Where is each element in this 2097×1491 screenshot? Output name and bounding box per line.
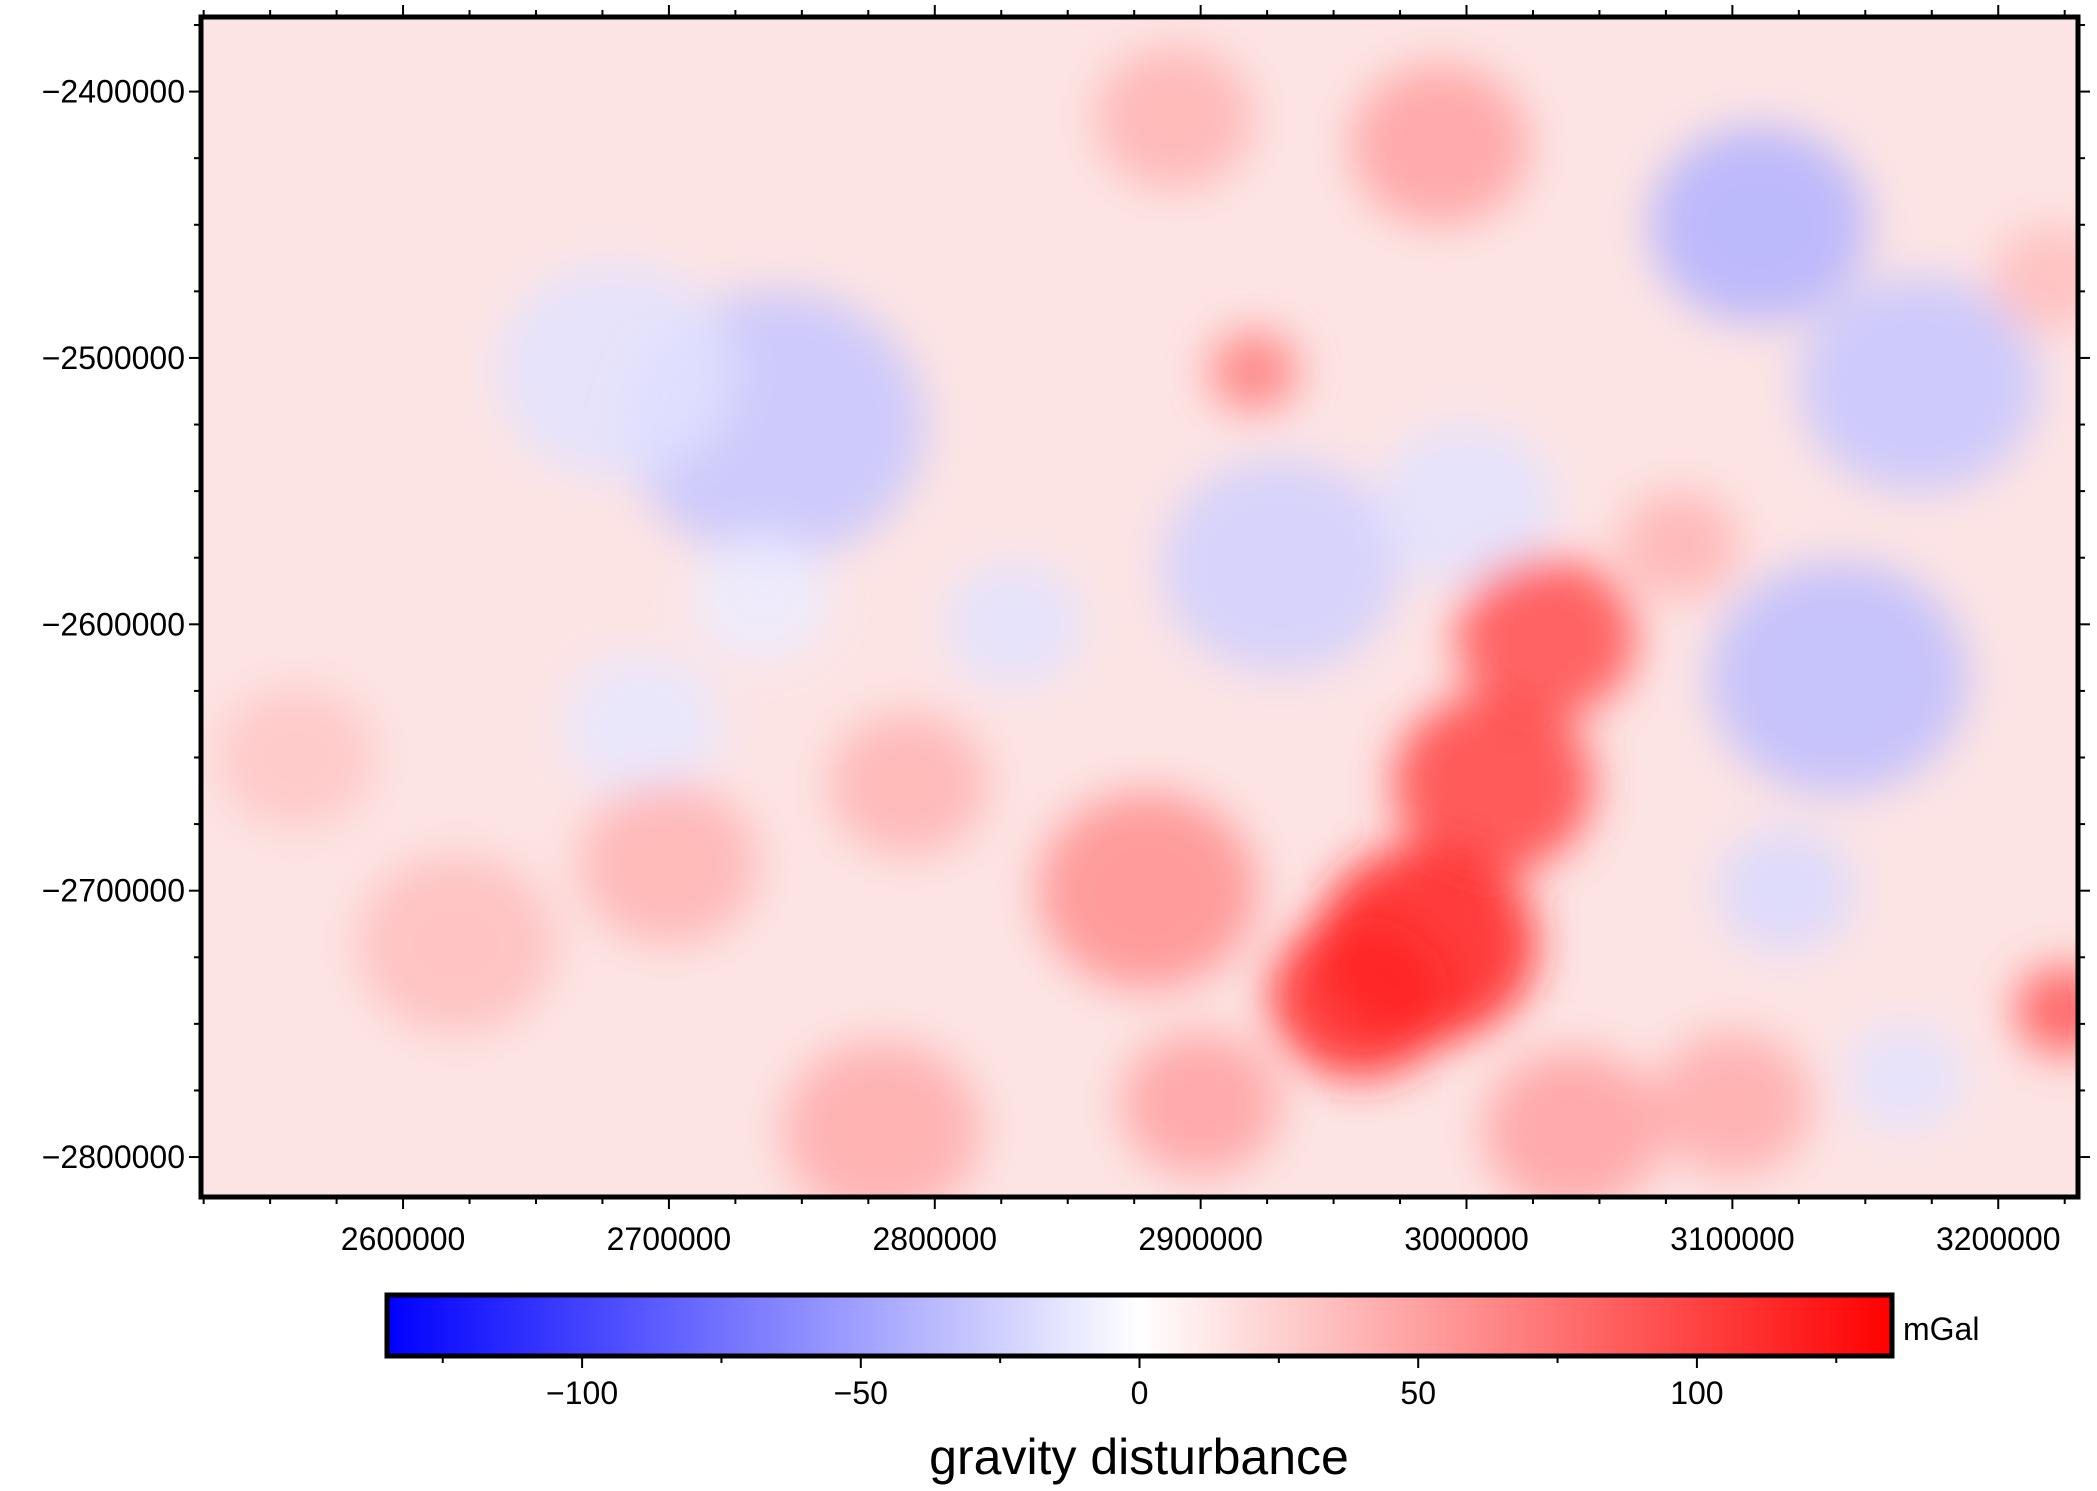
field-anomaly bbox=[1160, 457, 1401, 674]
field-anomaly bbox=[1094, 46, 1255, 191]
y-tick-label: −2800000 bbox=[42, 1139, 185, 1175]
field-anomaly bbox=[1376, 423, 1557, 586]
x-tick-label: 3200000 bbox=[1936, 1221, 2061, 1257]
field-anomaly bbox=[944, 561, 1085, 688]
colorbar-tick-label: −100 bbox=[546, 1375, 618, 1411]
field-anomaly bbox=[562, 653, 723, 798]
colorbar-tick-label: −50 bbox=[834, 1375, 888, 1411]
field-anomaly bbox=[1393, 694, 1594, 875]
x-tick-label: 3100000 bbox=[1670, 1221, 1795, 1257]
field-anomaly bbox=[1715, 827, 1856, 954]
x-axis: 2600000 2700000 2800000 2900000 3000000 31000… bbox=[202, 5, 2066, 1257]
field-anomaly bbox=[828, 712, 989, 857]
field-anomaly bbox=[1652, 1031, 1813, 1176]
field-anomaly bbox=[1482, 1049, 1663, 1197]
field-anomaly bbox=[1208, 330, 1299, 412]
colorbar-tick-label: 50 bbox=[1400, 1375, 1436, 1411]
field-anomaly bbox=[216, 685, 377, 830]
field-anomalies bbox=[216, 46, 2078, 1197]
colorbar-unit: mGal bbox=[1903, 1311, 1979, 1347]
x-tick-label: 3000000 bbox=[1404, 1221, 1529, 1257]
field-anomaly bbox=[1120, 1031, 1281, 1176]
x-tick-label: 2800000 bbox=[872, 1221, 997, 1257]
field-anomaly bbox=[1037, 791, 1258, 990]
field-anomaly bbox=[1456, 556, 1637, 719]
x-tick-label: 2700000 bbox=[607, 1221, 732, 1257]
y-tick-label: −2500000 bbox=[42, 340, 185, 376]
y-tick-label: −2400000 bbox=[42, 74, 185, 110]
field-anomaly bbox=[1648, 125, 1869, 324]
y-tick-label: −2700000 bbox=[42, 873, 185, 909]
field-anomaly bbox=[691, 534, 832, 661]
field-anomaly bbox=[356, 853, 557, 1034]
x-tick-label: 2600000 bbox=[341, 1221, 466, 1257]
field-anomaly bbox=[495, 263, 736, 480]
x-tick-label: 2900000 bbox=[1138, 1221, 1263, 1257]
colorbar-title: gravity disturbance bbox=[929, 1429, 1349, 1485]
field-anomaly bbox=[781, 1040, 982, 1197]
y-axis: −2400000 −2500000 −2600000 −2700000 −2800000 bbox=[42, 23, 2090, 1175]
field-anomaly bbox=[1349, 63, 1530, 226]
field-anomaly bbox=[1270, 916, 1451, 1079]
field-anomaly bbox=[1991, 224, 2078, 333]
colorbar-bar bbox=[384, 1292, 1895, 1359]
field-anomaly bbox=[1619, 490, 1740, 599]
colorbar-ticks: −100 −50 0 50 100 bbox=[441, 1356, 1838, 1411]
field-anomaly bbox=[1845, 1023, 1966, 1132]
map-frame bbox=[198, 14, 2081, 1200]
field-anomaly bbox=[2014, 965, 2078, 1056]
colorbar-tick-label: 0 bbox=[1131, 1375, 1149, 1411]
gravity-field bbox=[201, 17, 2078, 1197]
colorbar: −100 −50 0 50 100 mGal gravity disturbance bbox=[384, 1292, 1979, 1485]
colorbar-tick-label: 100 bbox=[1670, 1375, 1723, 1411]
field-anomaly bbox=[1708, 560, 1969, 795]
y-tick-label: −2600000 bbox=[42, 606, 185, 642]
field-anomaly bbox=[1798, 276, 2039, 493]
field-anomaly bbox=[578, 783, 759, 946]
